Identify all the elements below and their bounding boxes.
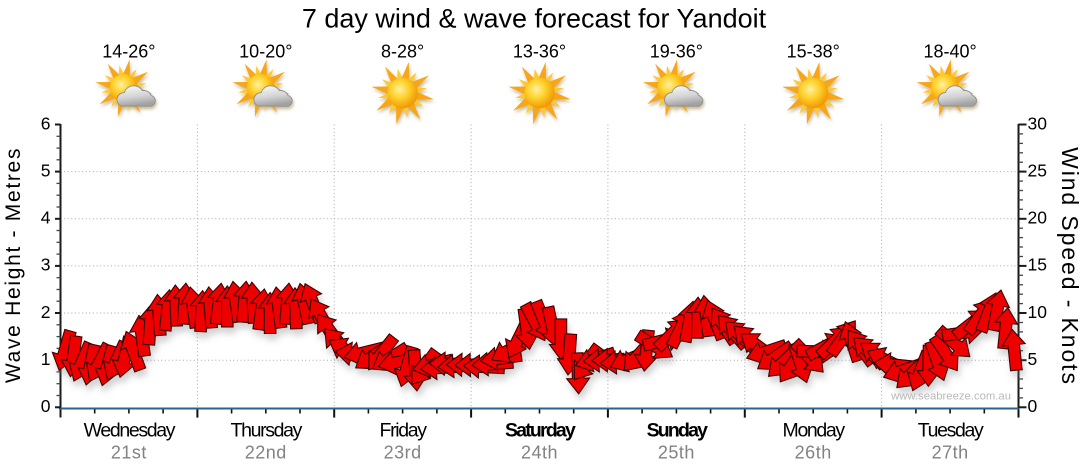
- svg-text:26th: 26th: [795, 443, 832, 463]
- svg-text:21st: 21st: [111, 443, 147, 463]
- svg-text:Monday: Monday: [783, 420, 846, 442]
- svg-text:10-20°: 10-20°: [239, 42, 292, 62]
- svg-text:22nd: 22nd: [245, 443, 287, 463]
- svg-text:15-38°: 15-38°: [787, 42, 840, 62]
- svg-text:1: 1: [41, 349, 51, 369]
- svg-text:www.seabreeze.com.au: www.seabreeze.com.au: [890, 391, 1011, 403]
- svg-text:Wednesday: Wednesday: [84, 420, 176, 442]
- svg-text:Wave Height - Metres: Wave Height - Metres: [2, 147, 25, 383]
- svg-text:18-40°: 18-40°: [923, 42, 976, 62]
- svg-text:7 day wind & wave forecast for: 7 day wind & wave forecast for Yandoit: [302, 4, 767, 34]
- svg-text:30: 30: [1028, 113, 1048, 133]
- svg-text:Sunday: Sunday: [647, 420, 709, 442]
- svg-text:19-36°: 19-36°: [650, 42, 703, 62]
- svg-text:6: 6: [41, 113, 51, 133]
- svg-text:0: 0: [1028, 396, 1038, 416]
- svg-text:23rd: 23rd: [384, 443, 422, 463]
- svg-text:27th: 27th: [932, 443, 969, 463]
- svg-text:5: 5: [41, 160, 51, 180]
- svg-text:24th: 24th: [521, 443, 558, 463]
- svg-text:Saturday: Saturday: [505, 420, 576, 442]
- svg-text:Wind Speed - Knots: Wind Speed - Knots: [1057, 147, 1080, 386]
- svg-text:25: 25: [1028, 160, 1047, 180]
- svg-text:Friday: Friday: [380, 420, 428, 442]
- svg-text:14-26°: 14-26°: [102, 42, 155, 62]
- svg-text:0: 0: [41, 396, 51, 416]
- svg-text:5: 5: [1028, 349, 1038, 369]
- svg-text:15: 15: [1028, 255, 1047, 275]
- svg-text:10: 10: [1028, 302, 1048, 322]
- svg-text:13-36°: 13-36°: [513, 42, 566, 62]
- svg-text:25th: 25th: [658, 443, 695, 463]
- svg-text:Thursday: Thursday: [231, 420, 303, 442]
- svg-text:8-28°: 8-28°: [381, 42, 424, 62]
- svg-text:20: 20: [1028, 208, 1048, 228]
- svg-text:Tuesday: Tuesday: [918, 420, 984, 442]
- svg-text:2: 2: [41, 302, 51, 322]
- svg-text:4: 4: [41, 208, 51, 228]
- svg-text:3: 3: [41, 255, 51, 275]
